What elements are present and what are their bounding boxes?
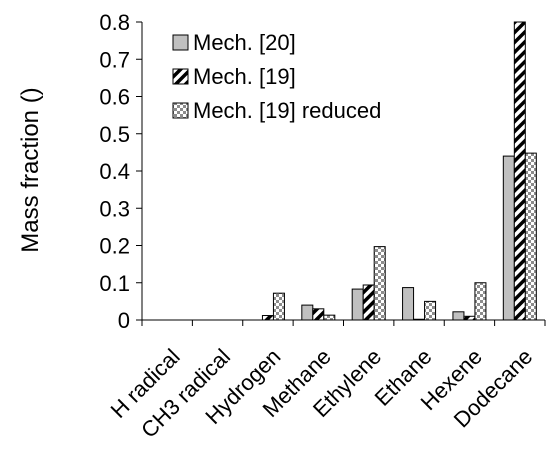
legend-swatch: [172, 68, 189, 85]
y-tick-label: 0.3: [99, 196, 130, 221]
bar-1-ethylene: [351, 288, 364, 321]
bar-2-ethylene: [362, 284, 375, 321]
legend-swatch: [172, 34, 189, 51]
bar-1-ethane: [402, 287, 415, 321]
axes-lines: [141, 22, 545, 321]
bar-2-hexene: [463, 315, 476, 321]
y-tick-label: 0.2: [99, 234, 130, 259]
bar-1-hexene: [452, 311, 465, 321]
y-axis-label: Mass fraction (): [17, 87, 44, 252]
bar-3-dodecane: [524, 152, 537, 321]
bar-2-dodecane: [513, 21, 526, 321]
legend-label: Mech. [19] reduced: [193, 98, 381, 123]
bar-2-hydrogen: [261, 315, 274, 321]
bars: [261, 21, 537, 321]
bar-3-ethane: [424, 300, 437, 321]
y-tick-label: 0.1: [99, 271, 130, 296]
legend-swatch: [172, 102, 189, 119]
y-tick-label: 0.6: [99, 85, 130, 110]
bar-1-methane: [301, 304, 314, 321]
y-tick-label: 0.7: [99, 47, 130, 72]
y-axis: 0 0.1 0.2 0.3 0.4 0.5 0.6 0.7 0.8: [99, 10, 142, 333]
bar-3-hydrogen: [272, 292, 285, 321]
y-tick-label: 0.8: [99, 10, 130, 35]
y-tick-label: 0.4: [99, 159, 130, 184]
legend-label: Mech. [20]: [193, 30, 296, 55]
bar-3-methane: [323, 314, 336, 321]
bar-2-methane: [312, 308, 325, 321]
legend: Mech. [20] Mech. [19] Mech. [19] reduced: [172, 30, 381, 123]
bar-3-hexene: [474, 282, 487, 321]
bar-3-ethylene: [373, 246, 386, 321]
y-tick-label: 0: [118, 308, 130, 333]
legend-label: Mech. [19]: [193, 64, 296, 89]
bar-1-dodecane: [502, 155, 515, 321]
y-tick-label: 0.5: [99, 122, 130, 147]
